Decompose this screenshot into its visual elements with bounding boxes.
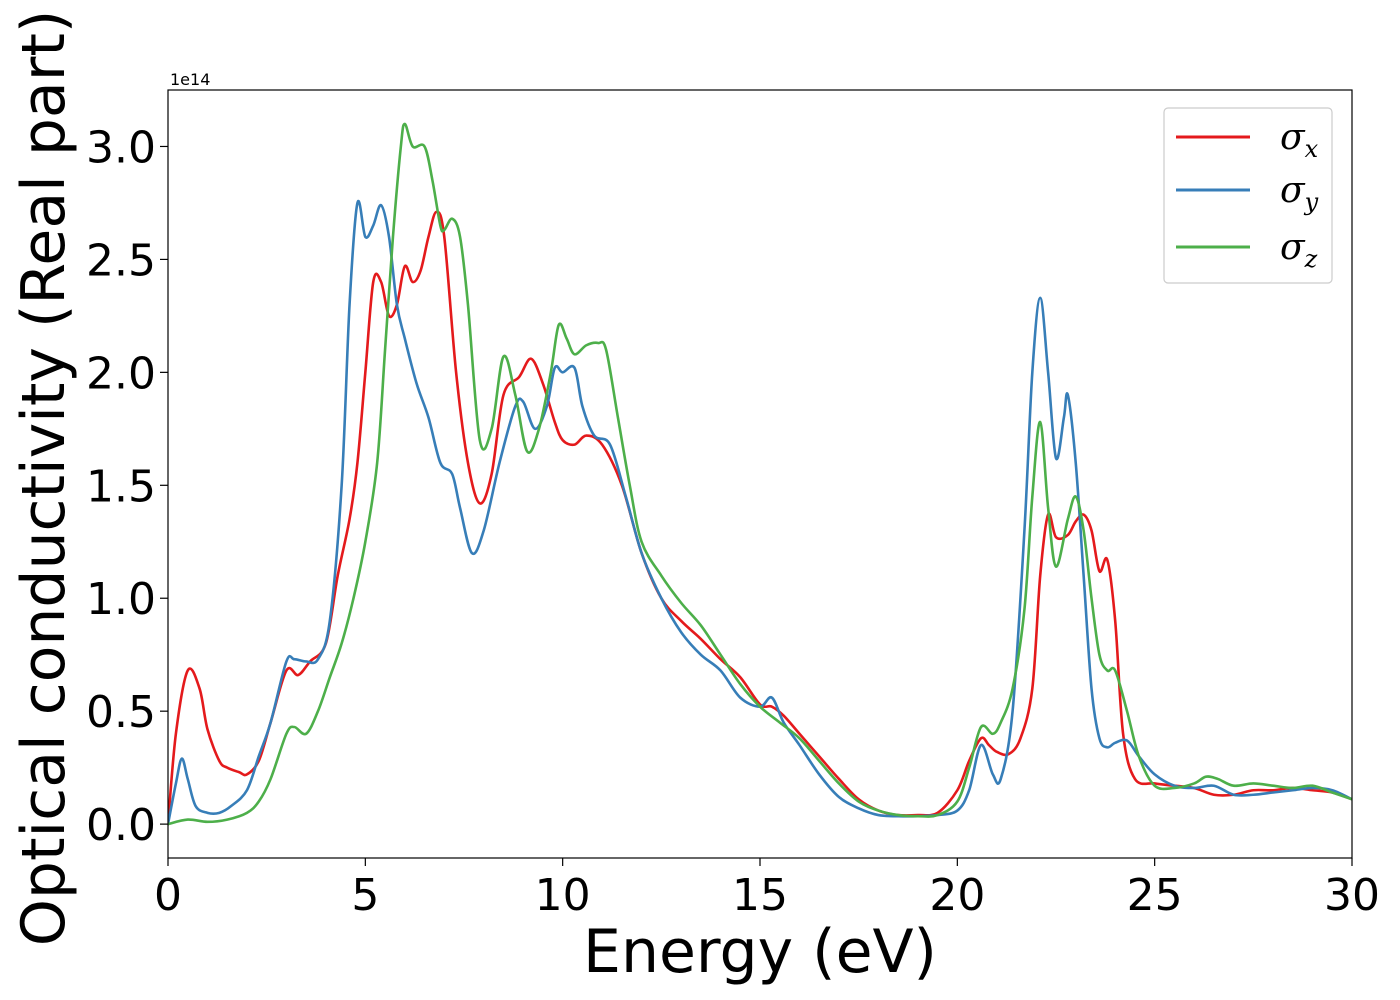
ticks-layer: 0 5 10 15 20 25 30 0.0 0.5 1.0 1.5 2.0 2.5 3.0 <box>86 122 1380 921</box>
y-offset-text: 1e14 <box>170 70 210 89</box>
y-tick-label: 1.5 <box>86 461 156 512</box>
series-line-sigma-z <box>168 122 1352 826</box>
y-tick-label: 2.5 <box>86 235 156 286</box>
y-axis-label: Optical conductivity (Real part) <box>9 10 79 947</box>
y-tick-label: 3.0 <box>86 122 156 173</box>
y-tick-label: 1.0 <box>86 574 156 625</box>
legend-label-sigma-y: σy <box>1280 170 1319 216</box>
x-tick-label: 30 <box>1324 870 1380 921</box>
series-line-sigma-x <box>168 210 1352 826</box>
legend-label-sigma-x: σx <box>1280 117 1319 163</box>
x-tick-label: 10 <box>535 870 591 921</box>
x-tick-label: 20 <box>929 870 985 921</box>
x-tick-label: 25 <box>1127 870 1183 921</box>
legend: σx σy σz <box>1163 107 1333 284</box>
x-tick-label: 15 <box>732 870 788 921</box>
y-tick-label: 2.0 <box>86 348 156 399</box>
legend-box <box>1163 107 1333 284</box>
legend-label-sigma-z: σz <box>1280 227 1318 273</box>
series-layer <box>168 122 1352 826</box>
y-tick-label: 0.5 <box>86 687 156 738</box>
y-tick-label: 0.0 <box>86 800 156 851</box>
series-line-sigma-y <box>168 199 1352 826</box>
x-axis-label: Energy (eV) <box>583 917 937 987</box>
x-tick-label: 0 <box>154 870 182 921</box>
x-tick-label: 5 <box>351 870 379 921</box>
series-group <box>168 122 1352 826</box>
